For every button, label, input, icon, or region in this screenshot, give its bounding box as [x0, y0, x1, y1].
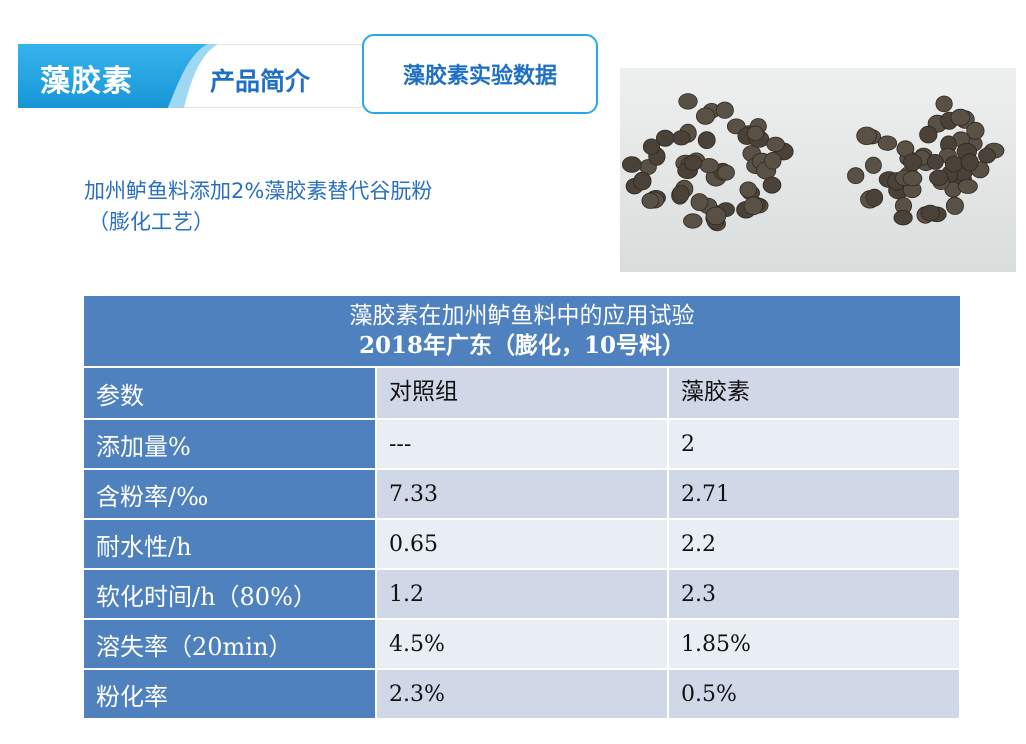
intro-tab-label[interactable]: 产品简介	[210, 67, 311, 96]
row-algin-value: 2	[668, 419, 961, 470]
feed-pellet	[966, 121, 985, 140]
row-algin-value: 2.3	[668, 569, 961, 620]
feed-pellet	[944, 155, 964, 173]
feed-pellet	[746, 125, 765, 142]
row-param: 粉化率	[84, 669, 377, 720]
feed-pellet	[847, 167, 865, 185]
feed-pellet	[950, 108, 971, 127]
feed-pellet	[945, 196, 964, 215]
feed-pellet	[683, 213, 703, 229]
table-row: 耐水性/h 0.65 2.2	[84, 519, 961, 570]
feed-pellet	[699, 158, 719, 174]
feed-pellet	[960, 153, 979, 172]
feed-pellet	[642, 138, 661, 155]
brand-tab-label[interactable]: 藻胶素	[40, 64, 133, 99]
feed-pellet	[683, 155, 703, 171]
row-control-value: 0.65	[376, 519, 669, 570]
feed-pellet	[622, 156, 642, 173]
data-tab[interactable]: 藻胶素实验数据	[362, 34, 598, 114]
feed-pellet	[865, 188, 884, 207]
header-control: 对照组	[376, 367, 669, 420]
algin-pellet-pile	[847, 95, 1005, 226]
row-algin-value: 0.5%	[668, 669, 961, 720]
row-algin-value: 2.71	[668, 469, 961, 520]
row-param: 含粉率/‰	[84, 469, 377, 520]
feed-pellet	[705, 206, 727, 226]
feed-pellet	[633, 171, 652, 191]
feed-pellet	[641, 192, 660, 209]
feed-pellet	[935, 95, 953, 113]
feed-pellet	[690, 193, 709, 212]
feed-pellet	[762, 176, 782, 194]
table-title: 藻胶素在加州鲈鱼料中的应用试验 2018年广东（膨化，10号料）	[84, 296, 960, 368]
feed-pellet	[856, 126, 877, 146]
feed-pellet	[672, 184, 690, 204]
row-param: 软化时间/h（80%）	[84, 569, 377, 620]
feed-pellet	[929, 169, 949, 186]
row-control-value: 4.5%	[376, 619, 669, 670]
table-row: 含粉率/‰ 7.33 2.71	[84, 469, 961, 520]
row-control-value: ---	[376, 419, 669, 470]
feed-pellet	[739, 181, 758, 198]
feed-pellet	[902, 170, 923, 187]
row-algin-value: 2.2	[668, 519, 961, 570]
feed-pellet	[672, 130, 691, 146]
table-title-line-2: 2018年广东（膨化，10号料）	[358, 332, 686, 359]
row-param: 溶失率（20min）	[84, 619, 377, 670]
subtitle-line-1: 加州鲈鱼料添加2%藻胶素替代谷朊粉	[84, 179, 433, 203]
feed-pellet	[919, 125, 938, 144]
subtitle-line-2: （膨化工艺）	[88, 210, 214, 234]
row-param: 添加量%	[84, 419, 377, 470]
table-header-row: 参数 对照组 藻胶素	[84, 367, 961, 420]
data-tab-label: 藻胶素实验数据	[402, 64, 557, 89]
feed-pellet	[926, 154, 944, 170]
feed-pellet	[678, 93, 698, 110]
section-tab-bar: 藻胶素 产品简介	[18, 44, 363, 108]
table-row: 粉化率 2.3% 0.5%	[84, 669, 961, 720]
feed-pellet	[978, 147, 996, 164]
feed-pellet	[877, 135, 898, 151]
table-row: 添加量% --- 2	[84, 419, 961, 470]
header-param: 参数	[84, 367, 377, 420]
feed-pellet	[903, 153, 923, 172]
experiment-data-table: 藻胶素在加州鲈鱼料中的应用试验 2018年广东（膨化，10号料） 参数 对照组 …	[84, 296, 961, 720]
feed-pellet	[656, 129, 675, 147]
feed-pellet	[717, 164, 735, 181]
feed-pellet-photo	[620, 68, 1016, 272]
experiment-subtitle: 加州鲈鱼料添加2%藻胶素替代谷朊粉 （膨化工艺）	[84, 176, 432, 238]
row-algin-value: 1.85%	[668, 619, 961, 670]
feed-pellet	[715, 101, 734, 119]
feed-pellet	[697, 131, 716, 149]
header-algin: 藻胶素	[668, 367, 961, 420]
row-control-value: 2.3%	[376, 669, 669, 720]
feed-pellet	[766, 136, 785, 152]
feed-pellet	[893, 209, 913, 226]
control-pellet-pile	[622, 93, 794, 232]
row-param: 耐水性/h	[84, 519, 377, 570]
row-control-value: 7.33	[376, 469, 669, 520]
tab-bar-shape	[18, 44, 363, 108]
feed-pellet	[696, 107, 716, 125]
row-control-value: 1.2	[376, 569, 669, 620]
table-row: 溶失率（20min） 4.5% 1.85%	[84, 619, 961, 670]
table-row: 软化时间/h（80%） 1.2 2.3	[84, 569, 961, 620]
table-title-line-1: 藻胶素在加州鲈鱼料中的应用试验	[349, 303, 695, 329]
feed-pellet	[957, 178, 978, 194]
feed-pellet	[864, 156, 882, 174]
feed-pellet	[743, 196, 763, 216]
feed-pellet	[764, 152, 782, 170]
feed-pellet-image	[622, 93, 1005, 232]
feed-pellet	[920, 204, 940, 222]
